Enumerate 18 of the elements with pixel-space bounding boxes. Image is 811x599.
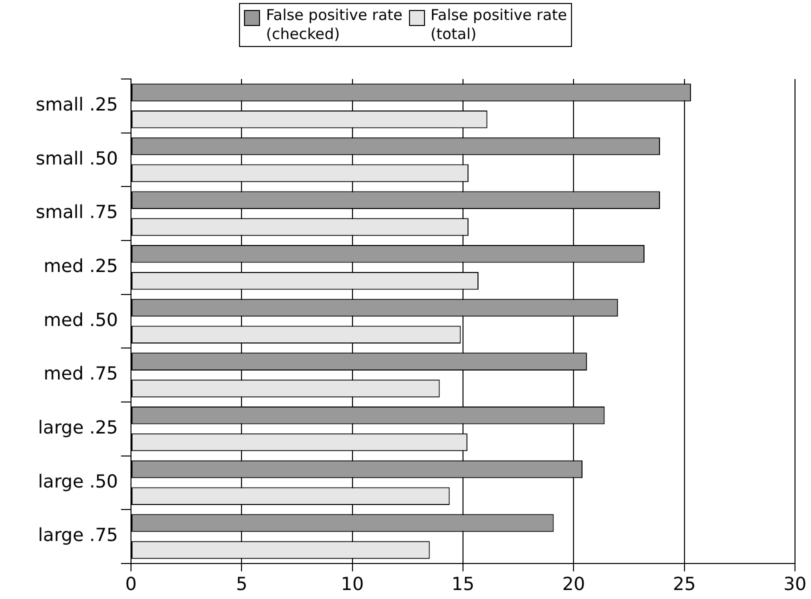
y-tick-label: med .25: [44, 256, 118, 278]
x-tick-label: 0: [125, 574, 137, 595]
legend-label: False positive rate (total): [430, 6, 567, 44]
x-tick-label: 25: [672, 574, 696, 595]
y-tick-label: med .50: [44, 310, 118, 331]
y-tick-label: large .25: [38, 418, 118, 439]
x-tick-label: 20: [562, 574, 586, 595]
y-tick-label: small .25: [36, 94, 118, 116]
y-tick-label: small .75: [36, 202, 118, 224]
legend-label: False positive rate (checked): [266, 6, 402, 44]
x-tick-label: 10: [340, 574, 364, 595]
y-tick-label: large .75: [38, 525, 118, 546]
x-tick-label: 15: [452, 574, 474, 595]
x-tick-label: 30: [784, 574, 806, 595]
y-tick-label: small .50: [36, 148, 118, 170]
x-tick-label: 5: [236, 574, 248, 595]
y-tick-label: large .50: [38, 471, 118, 492]
y-tick-label: med .75: [44, 364, 118, 385]
